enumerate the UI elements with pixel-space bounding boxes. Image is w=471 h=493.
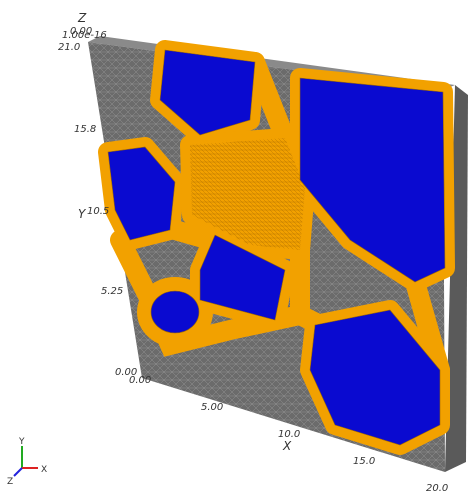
orientation-label: Z	[7, 477, 13, 487]
x-tick-label: 20.0	[426, 483, 448, 493]
orientation-label: X	[41, 465, 47, 475]
y-tick-label: 21.0	[58, 42, 80, 53]
orientation-label: Y	[18, 437, 25, 447]
x-tick-label: 15.0	[353, 456, 375, 467]
y-tick-label: 15.8	[74, 124, 96, 135]
x-tick-label: 5.00	[201, 402, 223, 413]
x-tick-label: 0.00	[129, 375, 151, 386]
z-axis-title: Z	[77, 11, 87, 25]
mesh-view: Z 1.00e-16 0.00 21.0 15.8 Y 10.5 5.25 0.…	[0, 0, 471, 493]
y-tick-label: 10.5	[87, 206, 109, 217]
x-axis-title: X	[282, 439, 292, 453]
y-axis-title: Y	[78, 207, 87, 221]
orientation-axes: Y X Z	[7, 437, 47, 487]
z-tick-label: 0.00	[70, 26, 92, 37]
y-tick-label: 5.25	[101, 286, 123, 297]
